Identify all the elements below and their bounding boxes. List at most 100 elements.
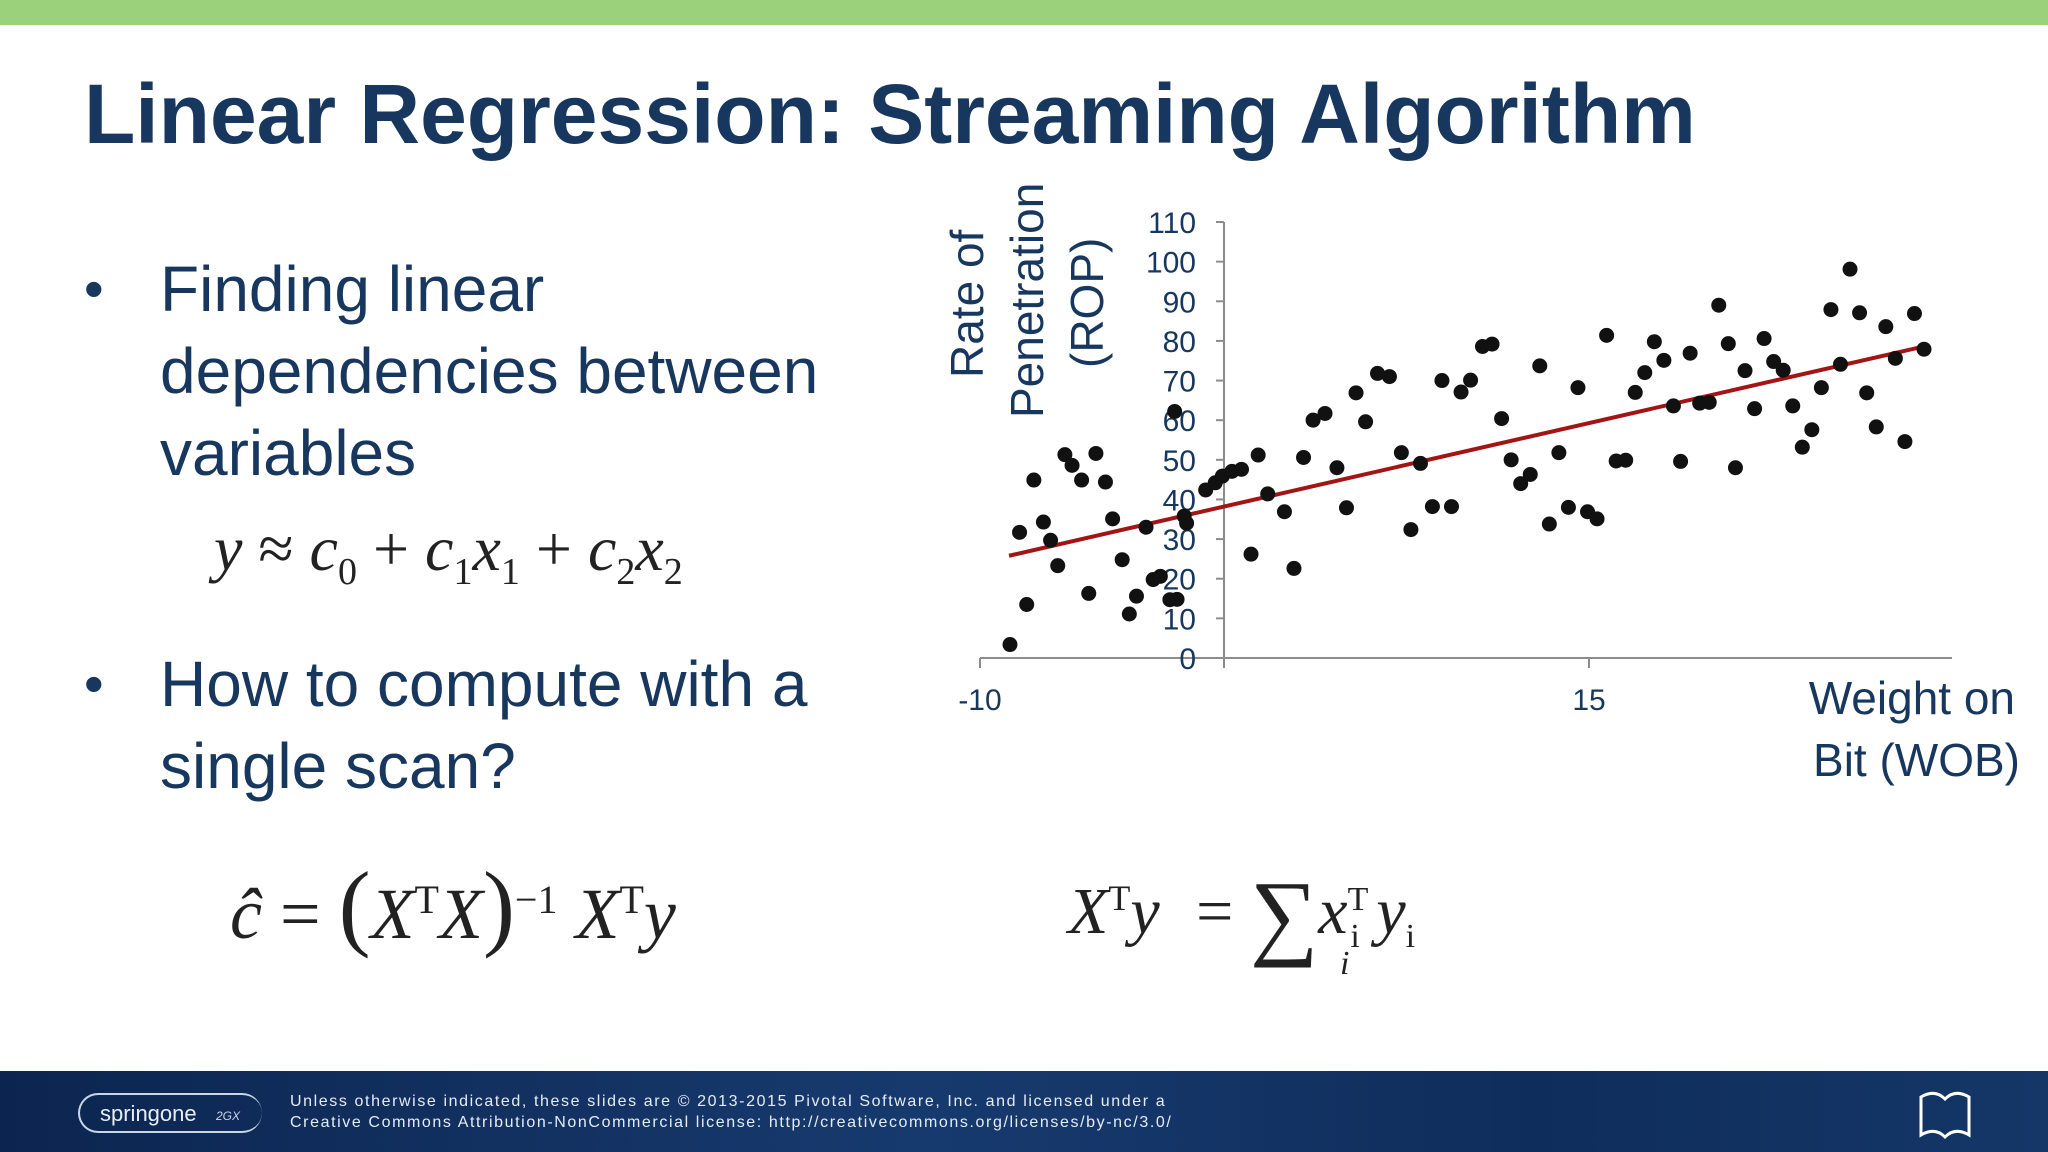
bullet-1-line-3: variables bbox=[160, 417, 417, 489]
y-axis-title: Penetration bbox=[1001, 183, 1053, 418]
bullet-1-line-1: Finding linear bbox=[160, 253, 545, 325]
data-point bbox=[1097, 474, 1113, 490]
data-point bbox=[1002, 637, 1018, 653]
data-point bbox=[1424, 499, 1440, 515]
data-point bbox=[1260, 486, 1276, 502]
data-point bbox=[1727, 460, 1743, 476]
data-point bbox=[1916, 341, 1932, 357]
data-point bbox=[1665, 398, 1681, 414]
y-tick-label: 90 bbox=[1163, 286, 1196, 319]
data-point bbox=[1463, 372, 1479, 388]
data-point bbox=[1646, 334, 1662, 350]
data-point bbox=[1637, 365, 1653, 381]
data-point bbox=[1560, 499, 1576, 515]
data-point bbox=[1403, 522, 1419, 538]
data-point bbox=[1370, 365, 1386, 381]
data-point bbox=[1121, 606, 1137, 622]
data-point bbox=[1887, 350, 1903, 366]
data-point bbox=[1627, 384, 1643, 400]
data-point bbox=[1074, 472, 1090, 488]
data-point bbox=[1842, 261, 1858, 277]
bullet-2-line-2: single scan? bbox=[160, 730, 516, 802]
data-point bbox=[1868, 419, 1884, 435]
data-point bbox=[1286, 560, 1302, 576]
bullet-1-line-2: dependencies between bbox=[160, 335, 819, 407]
data-point bbox=[1823, 302, 1839, 318]
data-point bbox=[1532, 358, 1548, 374]
x-tick-label: 15 bbox=[1572, 684, 1605, 717]
data-point bbox=[1088, 445, 1104, 461]
data-point bbox=[1443, 499, 1459, 515]
data-point bbox=[1338, 500, 1354, 516]
data-point bbox=[1813, 380, 1829, 396]
data-point bbox=[1412, 455, 1428, 471]
y-tick-label: 50 bbox=[1163, 445, 1196, 478]
data-point bbox=[1852, 305, 1868, 321]
data-point bbox=[1393, 445, 1409, 461]
data-point bbox=[1682, 345, 1698, 361]
y-axis-title: Rate of bbox=[941, 229, 993, 378]
y-axis-title: (ROP) bbox=[1061, 238, 1113, 368]
data-point bbox=[1832, 356, 1848, 372]
x-tick-label: -10 bbox=[958, 684, 1001, 717]
y-tick-label: 10 bbox=[1163, 603, 1196, 636]
data-point bbox=[1794, 439, 1810, 455]
data-point bbox=[1128, 588, 1144, 604]
data-point bbox=[1081, 585, 1097, 601]
data-point bbox=[1503, 452, 1519, 468]
data-point bbox=[1513, 476, 1529, 492]
y-tick-label: 70 bbox=[1163, 366, 1196, 399]
y-tick-label: 20 bbox=[1163, 564, 1196, 597]
data-point bbox=[1381, 369, 1397, 385]
formula-normal-equation: ĉ = (XTX)−1 XTy bbox=[230, 852, 676, 959]
data-point bbox=[1656, 352, 1672, 368]
data-point bbox=[1859, 385, 1875, 401]
data-point bbox=[1152, 568, 1168, 584]
data-point bbox=[1618, 452, 1634, 468]
data-point bbox=[1358, 414, 1374, 430]
y-tick-label: 80 bbox=[1163, 326, 1196, 359]
bullet-dot-icon: • bbox=[84, 257, 104, 320]
data-point bbox=[1570, 380, 1586, 396]
data-point bbox=[1906, 306, 1922, 322]
data-point bbox=[1766, 354, 1782, 370]
x-axis-title: Weight on bbox=[1809, 672, 2015, 724]
trendline bbox=[1008, 343, 1930, 558]
formula-streaming-sum: XTy = ∑xTi yi bbox=[1068, 861, 1416, 968]
license-line-1: Unless otherwise indicated, these slides… bbox=[290, 1093, 1167, 1110]
data-point bbox=[1453, 384, 1469, 400]
data-point bbox=[1276, 504, 1292, 520]
data-point bbox=[1785, 398, 1801, 414]
slide-title: Linear Regression: Streaming Algorithm bbox=[84, 67, 1696, 161]
data-point bbox=[1551, 445, 1567, 461]
data-point bbox=[1599, 327, 1615, 343]
data-point bbox=[1317, 405, 1333, 421]
data-point bbox=[1484, 336, 1500, 352]
formula-linear-model: y ≈ c0 + c1x1 + c2x2 bbox=[214, 513, 683, 593]
data-point bbox=[1064, 457, 1080, 473]
book-icon bbox=[1919, 1091, 1971, 1139]
data-point bbox=[1050, 558, 1066, 574]
y-tick-label: 110 bbox=[1148, 207, 1196, 240]
data-point bbox=[1804, 422, 1820, 438]
data-point bbox=[1296, 449, 1312, 465]
data-point bbox=[1105, 511, 1121, 527]
data-point bbox=[1897, 434, 1913, 450]
springone-logo: springone 2GX bbox=[78, 1093, 262, 1133]
x-axis-title: Bit (WOB) bbox=[1813, 734, 2020, 786]
data-point bbox=[1747, 401, 1763, 417]
data-point bbox=[1019, 596, 1035, 612]
data-point bbox=[1169, 591, 1185, 607]
data-point bbox=[1878, 319, 1894, 335]
data-point bbox=[1243, 546, 1259, 562]
data-point bbox=[1775, 362, 1791, 378]
data-point bbox=[1043, 532, 1059, 548]
y-tick-label: 100 bbox=[1146, 247, 1196, 280]
data-point bbox=[1589, 511, 1605, 527]
data-point bbox=[1035, 514, 1051, 530]
footer-bar: springone 2GX Unless otherwise indicated… bbox=[0, 1071, 2048, 1152]
data-point bbox=[1541, 516, 1557, 532]
data-point bbox=[1522, 466, 1538, 482]
license-line-2: Creative Commons Attribution-NonCommerci… bbox=[290, 1114, 1173, 1131]
data-point bbox=[1233, 461, 1249, 477]
